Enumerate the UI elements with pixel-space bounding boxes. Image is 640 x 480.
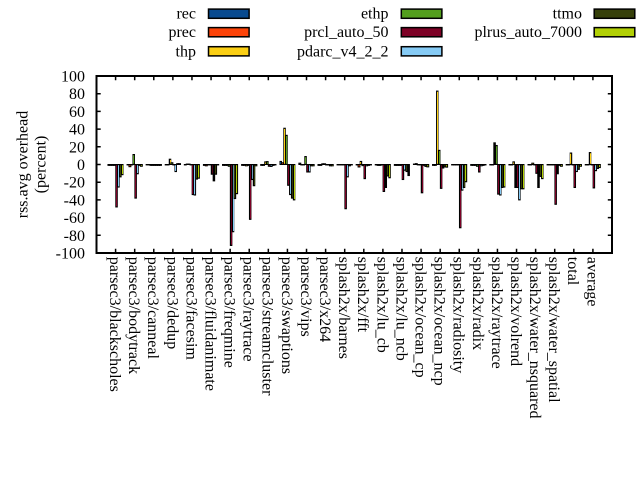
svg-text:total: total [564,257,581,286]
svg-text:splash2x/water_nsquared: splash2x/water_nsquared [526,257,543,419]
svg-text:-100: -100 [56,246,85,263]
svg-text:parsec3/blackscholes: parsec3/blackscholes [106,257,123,392]
svg-text:splash2x/volrend: splash2x/volrend [507,257,524,366]
svg-text:splash2x/lu_ncb: splash2x/lu_ncb [392,257,409,361]
svg-text:splash2x/fft: splash2x/fft [354,257,371,333]
svg-text:prec: prec [168,24,196,41]
svg-text:100: 100 [61,69,85,86]
svg-text:parsec3/swaptions: parsec3/swaptions [278,257,295,374]
svg-text:-40: -40 [64,192,85,209]
svg-text:60: 60 [69,104,85,121]
svg-text:splash2x/water_spatial: splash2x/water_spatial [545,257,562,403]
svg-text:pdarc_v4_2_2: pdarc_v4_2_2 [297,43,389,60]
svg-text:rec: rec [176,6,196,23]
svg-text:parsec3/raytrace: parsec3/raytrace [240,257,257,362]
svg-text:parsec3/fluidanimate: parsec3/fluidanimate [201,257,218,391]
svg-text:0: 0 [77,157,85,174]
svg-text:parsec3/streamcluster: parsec3/streamcluster [259,257,276,396]
svg-text:-20: -20 [64,175,85,192]
svg-text:parsec3/vips: parsec3/vips [297,257,314,337]
svg-text:parsec3/freqmine: parsec3/freqmine [221,257,238,368]
svg-text:splash2x/barnes: splash2x/barnes [335,257,352,359]
svg-text:parsec3/x264: parsec3/x264 [316,257,333,342]
svg-text:parsec3/dedup: parsec3/dedup [163,257,180,349]
svg-text:splash2x/ocean_cp: splash2x/ocean_cp [411,257,428,378]
svg-text:parsec3/bodytrack: parsec3/bodytrack [125,257,142,374]
svg-text:parsec3/canneal: parsec3/canneal [144,257,161,360]
svg-text:rss.avg overhead: rss.avg overhead [15,111,32,219]
svg-text:prcl_auto_50: prcl_auto_50 [304,24,388,41]
svg-text:plrus_auto_7000: plrus_auto_7000 [474,24,582,41]
svg-text:splash2x/ocean_ncp: splash2x/ocean_ncp [431,257,448,386]
svg-text:average: average [583,257,600,307]
svg-text:80: 80 [69,86,85,103]
svg-text:-60: -60 [64,210,85,227]
svg-text:(percent): (percent) [33,136,50,194]
svg-text:parsec3/facesim: parsec3/facesim [182,257,199,361]
svg-text:splash2x/radix: splash2x/radix [469,257,486,350]
svg-text:ethp: ethp [361,6,389,23]
svg-text:thp: thp [176,43,196,60]
svg-text:ttmo: ttmo [553,6,582,23]
svg-text:-80: -80 [64,228,85,245]
svg-text:splash2x/radiosity: splash2x/radiosity [450,257,467,373]
svg-text:splash2x/raytrace: splash2x/raytrace [488,257,505,369]
svg-text:40: 40 [69,122,85,139]
svg-text:splash2x/lu_cb: splash2x/lu_cb [373,257,390,353]
svg-text:20: 20 [69,139,85,156]
